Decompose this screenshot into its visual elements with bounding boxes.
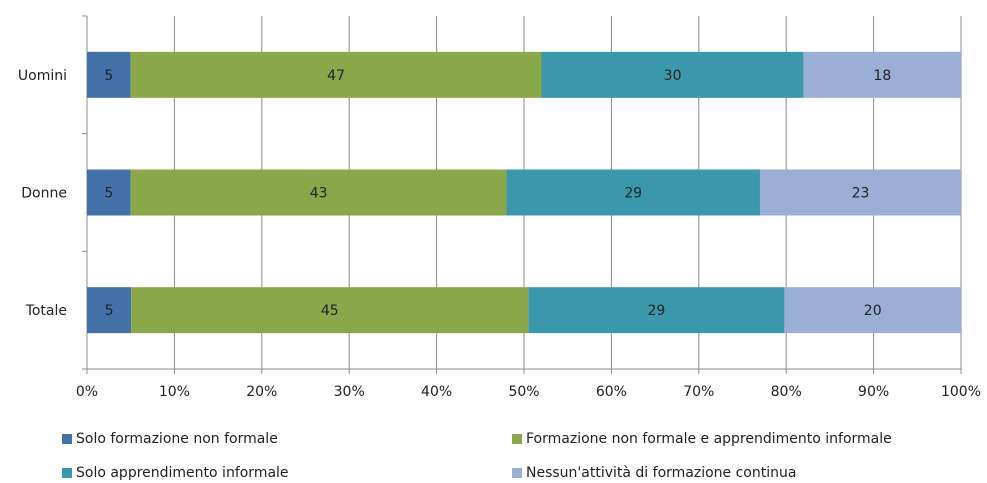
data-label: 5 [105, 303, 114, 319]
bar-segment [541, 51, 804, 98]
bar-segment [87, 51, 131, 98]
x-tick-label: 20% [246, 384, 277, 400]
x-tick-label: 30% [334, 384, 365, 400]
data-label: 47 [327, 68, 345, 84]
x-tick-label: 60% [596, 384, 627, 400]
x-tick-label: 0% [76, 384, 98, 400]
data-label: 20 [864, 303, 882, 319]
data-label: 5 [104, 186, 113, 202]
x-tick-label: 80% [771, 384, 802, 400]
data-label: 30 [664, 68, 682, 84]
x-tick-label: 50% [508, 384, 539, 400]
bar-segment [87, 287, 132, 334]
x-tick-label: 100% [941, 384, 981, 400]
data-label: 18 [873, 68, 891, 84]
data-label: 23 [852, 186, 870, 202]
bar-segment [87, 169, 131, 216]
x-tick-label: 40% [421, 384, 452, 400]
category-label: Uomini [18, 68, 67, 84]
x-tick-label: 90% [858, 384, 889, 400]
data-label: 5 [104, 68, 113, 84]
data-label: 45 [321, 303, 339, 319]
data-label: 29 [648, 303, 666, 319]
x-tick-label: 10% [159, 384, 190, 400]
category-label: Donne [21, 186, 67, 202]
x-tick-label: 70% [683, 384, 714, 400]
bar-segment [131, 287, 529, 334]
bar-segment [506, 169, 760, 216]
data-label: 43 [310, 186, 328, 202]
bar-segment [130, 169, 507, 216]
data-label: 29 [624, 186, 642, 202]
bar-segment [784, 287, 961, 334]
bar-segment [130, 51, 542, 98]
bar-segment [528, 287, 785, 334]
category-label: Totale [25, 303, 67, 319]
bar-segment [759, 169, 961, 216]
bar-segment [803, 51, 961, 98]
